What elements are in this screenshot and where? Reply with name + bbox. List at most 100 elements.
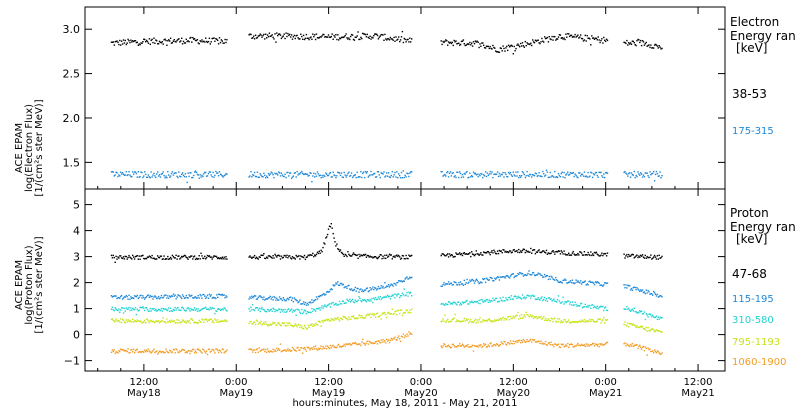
data-point <box>322 246 324 249</box>
data-point <box>215 255 217 257</box>
data-point <box>203 321 205 323</box>
data-point <box>266 348 269 350</box>
data-point <box>640 325 642 327</box>
data-point <box>183 321 186 323</box>
data-point <box>532 317 535 319</box>
data-point <box>183 349 186 351</box>
proton-panel-frame <box>84 188 726 372</box>
data-point <box>124 322 126 324</box>
data-point <box>387 38 389 40</box>
data-point <box>177 322 179 324</box>
data-point <box>252 37 254 39</box>
data-point <box>125 307 127 309</box>
data-point <box>578 305 580 307</box>
data-point <box>281 299 284 302</box>
data-point <box>653 170 655 173</box>
data-point <box>485 319 488 322</box>
data-point <box>217 319 219 321</box>
data-point <box>133 348 135 351</box>
data-point <box>279 34 282 36</box>
data-point <box>214 40 216 42</box>
data-point <box>447 44 449 46</box>
data-point <box>349 318 351 320</box>
data-point <box>166 350 168 352</box>
data-point <box>587 320 589 322</box>
data-point <box>339 303 342 305</box>
data-point <box>289 33 291 36</box>
data-point <box>560 320 562 322</box>
data-point <box>278 254 280 256</box>
data-point <box>164 294 166 296</box>
data-point <box>552 344 554 346</box>
data-point <box>456 304 458 306</box>
data-point <box>221 40 223 42</box>
data-point <box>411 38 413 40</box>
data-point <box>302 256 304 258</box>
data-point <box>205 40 208 43</box>
data-point <box>193 321 196 323</box>
data-point <box>212 307 214 309</box>
data-point <box>166 309 168 312</box>
data-point <box>373 314 375 317</box>
data-point <box>404 278 406 280</box>
data-point <box>390 254 392 256</box>
data-point <box>112 254 114 257</box>
data-point <box>628 285 630 287</box>
data-point <box>513 317 515 319</box>
data-point <box>336 38 338 41</box>
data-point <box>151 295 153 298</box>
data-point <box>493 320 495 323</box>
data-point <box>362 299 365 301</box>
data-point <box>405 41 407 43</box>
data-point <box>410 171 412 173</box>
data-point <box>326 345 329 347</box>
data-point <box>289 296 291 299</box>
data-point <box>536 274 538 276</box>
data-point <box>387 340 389 342</box>
data-point <box>628 326 630 328</box>
data-point <box>326 36 329 38</box>
data-point <box>253 174 255 177</box>
data-point <box>317 37 320 39</box>
data-point <box>559 253 562 255</box>
data-point <box>571 279 574 281</box>
data-point <box>198 255 200 257</box>
data-point <box>309 254 311 256</box>
data-point <box>384 282 386 284</box>
data-point <box>513 295 515 298</box>
data-point <box>112 319 114 321</box>
data-point <box>471 300 473 303</box>
data-point <box>489 276 491 279</box>
data-point <box>625 345 627 347</box>
data-point <box>400 309 403 311</box>
data-point <box>546 275 549 277</box>
data-point <box>547 318 550 320</box>
data-point <box>586 305 588 307</box>
data-point <box>638 173 640 175</box>
data-point <box>223 42 225 44</box>
data-point <box>167 321 169 323</box>
data-point <box>600 254 602 256</box>
data-point <box>153 296 155 298</box>
data-point <box>592 342 595 345</box>
data-point <box>277 309 279 312</box>
data-point <box>367 255 369 257</box>
data-point <box>136 255 138 257</box>
data-point <box>293 257 296 259</box>
data-point <box>383 341 385 343</box>
data-point <box>263 253 265 255</box>
data-point <box>653 256 655 258</box>
data-point <box>487 319 489 321</box>
data-point <box>219 173 222 175</box>
data-point <box>556 279 558 281</box>
data-point <box>210 294 212 296</box>
data-point <box>124 255 126 258</box>
data-point <box>546 36 549 39</box>
data-point <box>251 257 253 259</box>
data-point <box>210 318 212 320</box>
data-point <box>515 296 517 298</box>
data-point <box>143 321 145 323</box>
data-point <box>357 31 359 33</box>
data-point <box>155 308 157 311</box>
data-point <box>339 282 342 285</box>
